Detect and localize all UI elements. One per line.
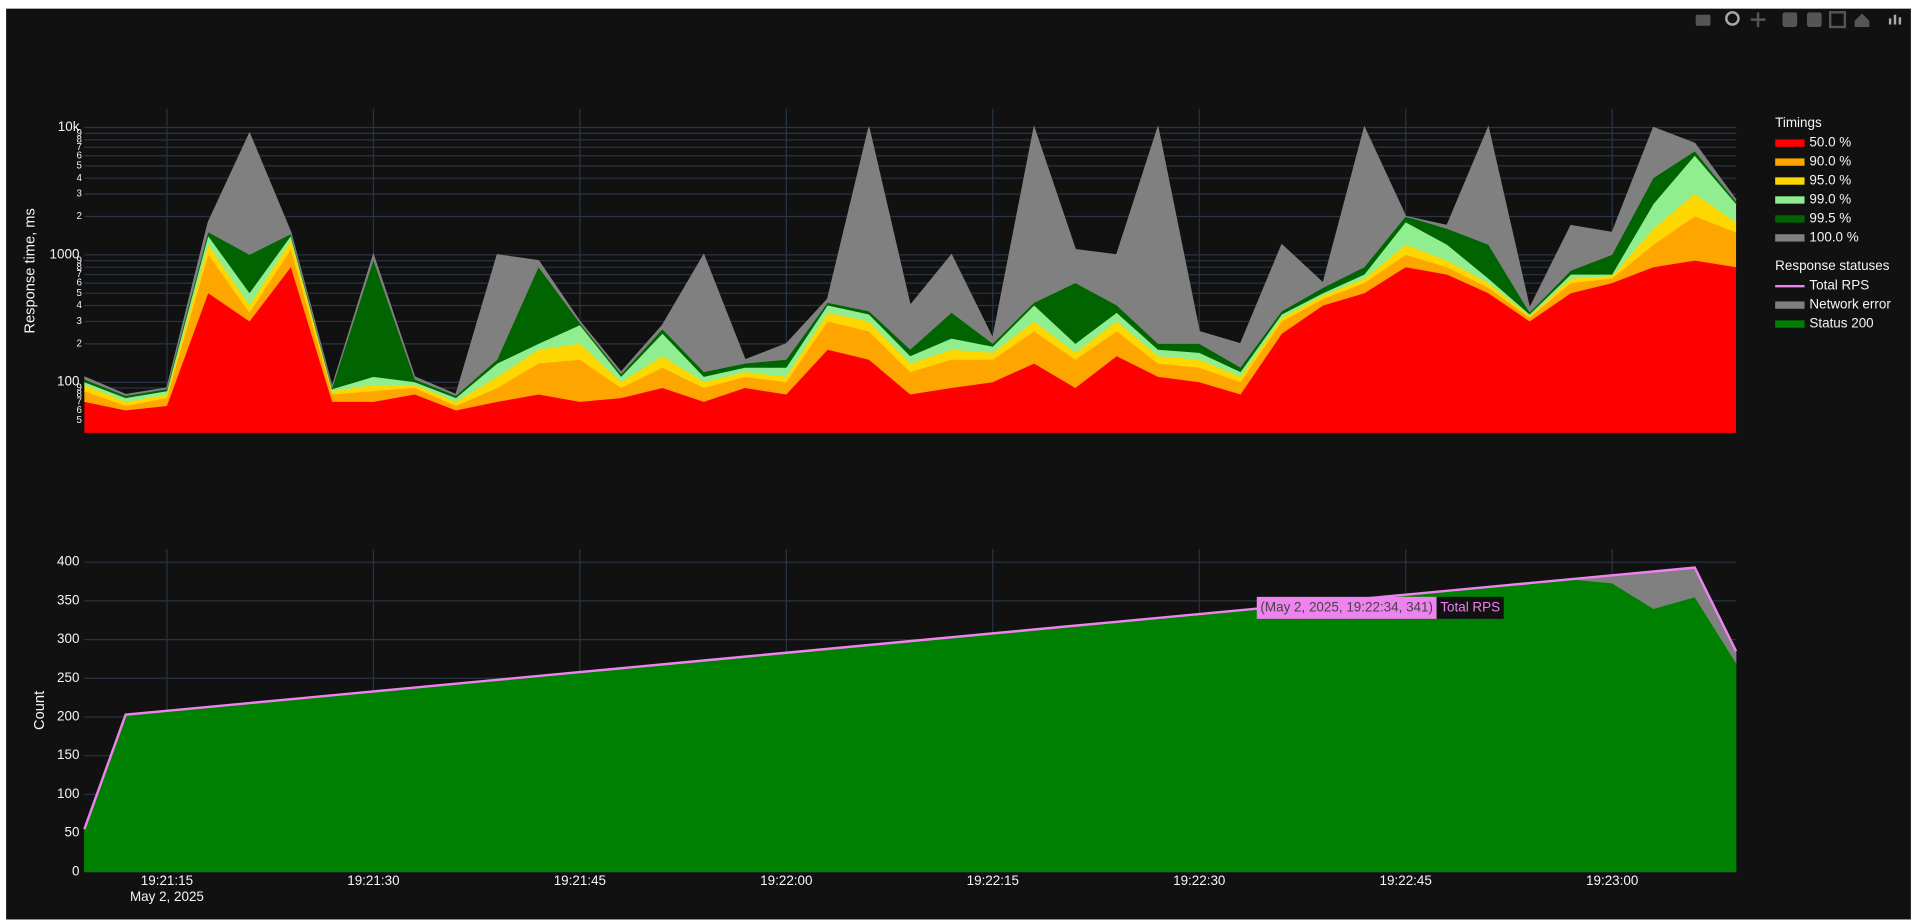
y-tick-label: 5 [76,415,82,426]
y-tick-label: 400 [57,554,79,569]
y-tick-label: 5 [76,288,82,299]
legend-label: Network error [1809,297,1891,312]
y-tick-label: 6 [76,405,81,416]
legend-label: 50.0 % [1809,135,1851,150]
x-tick-label: 19:21:45 [554,873,606,888]
y-tick-label: 200 [57,709,79,724]
x-tick-label: 19:22:00 [760,873,812,888]
x-tick-label: 19:23:00 [1586,873,1638,888]
y-tick-label: 8 [76,262,81,273]
zoom-icon[interactable] [1725,11,1740,26]
zoom-out-icon[interactable] [1806,12,1822,27]
y-tick-label: 150 [57,747,79,762]
y-tick-label: 6 [76,278,81,289]
hover-label: (May 2, 2025, 19:22:34, 341) Total RPS [1256,596,1504,619]
y-tick-label: 9 [76,383,81,394]
y-tick-label: 2 [76,338,81,349]
camera-icon[interactable] [1695,14,1711,26]
modebar [1695,11,1902,29]
legend-label: Total RPS [1809,278,1869,293]
legend-label: 99.5 % [1809,210,1851,225]
y-axis-title: Response time, ms [22,208,38,333]
legend-swatch [1775,139,1805,147]
line [83,566,1738,830]
legend-label: Status 200 [1809,316,1873,331]
legend-label: 100.0 % [1809,229,1858,244]
y-tick-label: 4 [76,173,82,184]
x-tick-label: 19:22:30 [1173,873,1225,888]
y-tick-label: 9 [76,128,81,139]
y-tick-label: 3 [76,316,81,327]
y-tick-label: 300 [57,631,79,646]
legend-title: Response statuses [1775,258,1890,273]
reset-icon[interactable] [1854,13,1870,27]
y-tick-label: 7 [76,269,81,280]
legend-swatch [1775,215,1805,223]
y-tick-label: 7 [76,142,81,153]
y-tick-label: 250 [57,670,79,685]
area-fill [84,127,1737,396]
y-tick-label: 5 [76,160,82,171]
y-tick-label: 100 [57,786,79,801]
hover-box [1256,596,1437,619]
area-edge [84,125,1737,396]
legend-swatch [1775,320,1805,328]
pan-icon[interactable] [1750,12,1766,27]
legend-swatch [1775,158,1805,166]
y-tick-label: 4 [76,300,82,311]
autoscale-icon[interactable] [1828,11,1847,29]
legend-label: 90.0 % [1809,154,1851,169]
y-tick-label: 0 [72,863,79,878]
y-tick-label: 50 [65,825,80,840]
legend-swatch [1775,301,1805,309]
y-tick-label: 6 [76,150,81,161]
legend-swatch [1775,234,1805,242]
zoom-in-icon[interactable] [1782,12,1798,27]
y-tick-label: 8 [76,389,81,400]
hover-name-box [1436,596,1504,619]
y-tick-label: 7 [76,397,81,408]
area-fill [84,260,1737,433]
y-tick-label: 1000 [50,246,80,261]
x-tick-label: 19:21:30 [347,873,399,888]
hover-name: Total RPS [1440,599,1500,614]
x-sub-label: May 2, 2025 [130,889,204,904]
y-tick-label: 9 [76,255,81,266]
x-tick-label: 19:22:45 [1380,873,1432,888]
y-axis-title: Count [32,691,48,730]
y-tick-label: 10k [58,119,80,134]
y-tick-label: 2 [76,211,81,222]
y-tick-label: 350 [57,592,79,607]
x-tick-label: 19:21:15 [141,873,193,888]
legend-label: 99.0 % [1809,192,1851,207]
x-tick-label: 19:22:15 [967,873,1019,888]
legend-swatch [1775,196,1805,204]
legend-swatch [1775,177,1805,185]
y-tick-label: 8 [76,134,81,145]
y-tick-label: 100 [57,374,79,389]
legend-title: Timings [1775,115,1822,130]
hover-text: (May 2, 2025, 19:22:34, 341) [1260,599,1433,614]
plotly-logo[interactable] [1888,14,1902,25]
y-tick-label: 3 [76,189,81,200]
legend-label: 95.0 % [1809,173,1851,188]
